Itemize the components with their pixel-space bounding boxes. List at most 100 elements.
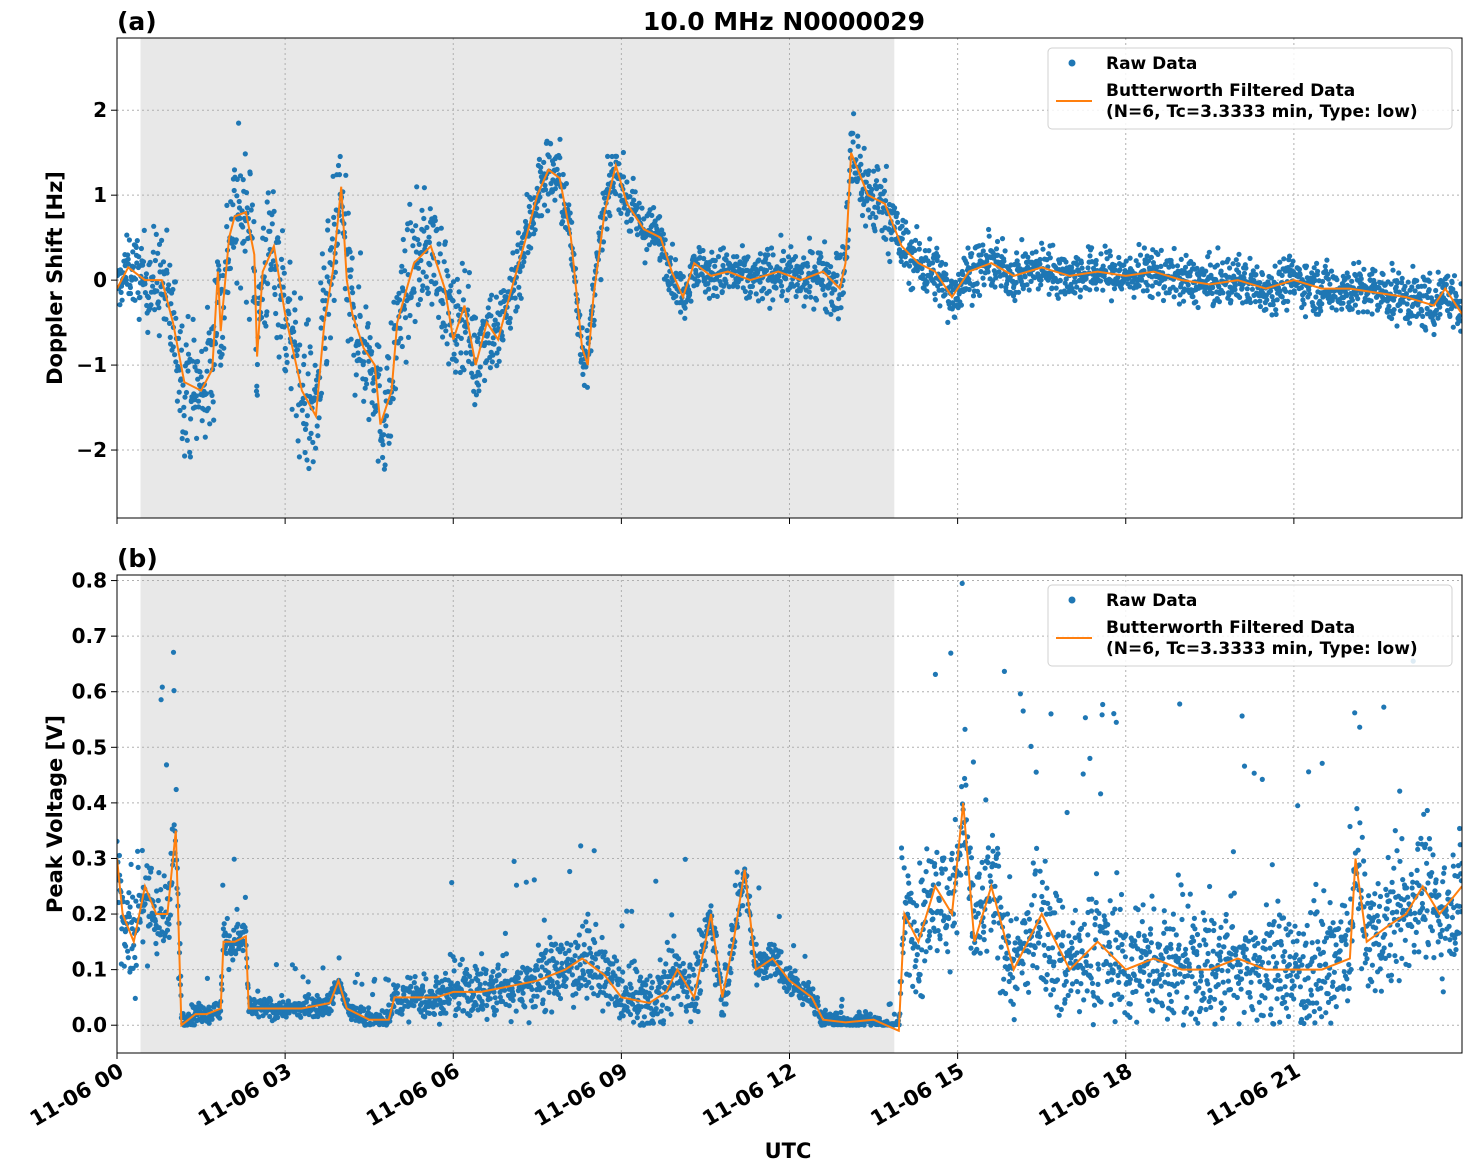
raw-point — [1427, 270, 1433, 276]
raw-point — [499, 998, 506, 1005]
raw-point — [653, 878, 659, 884]
raw-point — [403, 359, 409, 365]
raw-point — [220, 334, 226, 340]
raw-point — [534, 185, 540, 191]
raw-point — [242, 151, 248, 157]
raw-point — [243, 928, 249, 934]
raw-point — [444, 268, 450, 274]
raw-point — [536, 156, 543, 162]
raw-point — [434, 226, 440, 232]
raw-point — [631, 958, 637, 964]
raw-point — [642, 260, 648, 266]
raw-point — [554, 980, 560, 986]
raw-point — [978, 269, 984, 275]
raw-point — [417, 296, 423, 303]
raw-point — [1268, 275, 1274, 281]
raw-point — [592, 939, 598, 946]
raw-point — [463, 966, 470, 973]
raw-point — [1325, 276, 1331, 282]
raw-point — [176, 389, 182, 395]
raw-point — [1241, 270, 1248, 276]
raw-point — [872, 228, 878, 234]
raw-point — [515, 975, 521, 981]
raw-point — [584, 327, 590, 334]
raw-point — [419, 287, 425, 293]
raw-point — [412, 318, 418, 325]
raw-point — [914, 268, 921, 274]
raw-point — [180, 382, 186, 388]
raw-point — [1263, 306, 1269, 312]
raw-point — [538, 164, 544, 170]
raw-point — [1149, 283, 1155, 289]
raw-point — [577, 962, 583, 968]
raw-point — [407, 220, 414, 226]
raw-point — [282, 345, 288, 352]
raw-point — [1233, 257, 1239, 263]
raw-point — [786, 982, 793, 988]
raw-point — [1039, 240, 1045, 246]
raw-point — [421, 215, 427, 222]
raw-point — [1458, 318, 1462, 324]
raw-point — [171, 688, 177, 694]
raw-point — [1190, 261, 1197, 267]
raw-point — [400, 236, 406, 243]
raw-point — [624, 1004, 630, 1010]
raw-point — [191, 337, 197, 343]
raw-point — [1302, 314, 1309, 320]
raw-point — [863, 223, 869, 229]
raw-point — [1170, 263, 1176, 269]
raw-point — [682, 968, 688, 974]
raw-point — [182, 453, 188, 459]
raw-point — [304, 413, 310, 419]
raw-point — [305, 317, 311, 323]
raw-point — [163, 316, 169, 322]
raw-point — [1320, 278, 1326, 285]
raw-point — [617, 193, 623, 199]
raw-point — [559, 960, 565, 967]
raw-point — [501, 298, 507, 304]
raw-point — [1390, 267, 1396, 273]
raw-point — [766, 288, 772, 294]
raw-point — [479, 951, 485, 957]
raw-point — [965, 245, 971, 251]
raw-point — [641, 1014, 648, 1020]
raw-point — [361, 1006, 367, 1012]
raw-point — [1277, 259, 1283, 265]
raw-point — [706, 295, 713, 301]
raw-point — [484, 1016, 490, 1023]
raw-point — [487, 365, 493, 371]
legend-label-raw: Raw Data — [1106, 54, 1197, 74]
raw-point — [624, 908, 630, 914]
raw-point — [1285, 298, 1291, 304]
raw-point — [427, 262, 433, 268]
raw-point — [400, 288, 406, 294]
raw-point — [562, 950, 568, 957]
raw-point — [567, 868, 573, 875]
raw-point — [863, 179, 869, 185]
raw-point — [535, 942, 542, 948]
raw-point — [1391, 307, 1397, 313]
raw-point — [673, 293, 679, 299]
raw-point — [682, 305, 688, 311]
raw-point — [125, 256, 131, 262]
raw-point — [995, 252, 1001, 258]
raw-point — [801, 255, 807, 261]
raw-point — [287, 297, 293, 303]
raw-point — [809, 250, 815, 256]
raw-point — [231, 167, 238, 173]
raw-point — [639, 1004, 645, 1010]
raw-point — [366, 416, 372, 423]
raw-point — [1203, 268, 1209, 274]
raw-point — [584, 384, 591, 390]
y-tick-label: 0 — [93, 268, 107, 292]
raw-point — [546, 970, 552, 976]
raw-point — [352, 979, 358, 985]
raw-point — [1272, 263, 1278, 269]
raw-point — [552, 197, 558, 203]
raw-point — [651, 205, 657, 211]
raw-point — [1313, 294, 1319, 300]
raw-point — [172, 279, 178, 285]
raw-point — [284, 359, 290, 365]
raw-point — [999, 236, 1006, 242]
raw-point — [980, 242, 986, 248]
